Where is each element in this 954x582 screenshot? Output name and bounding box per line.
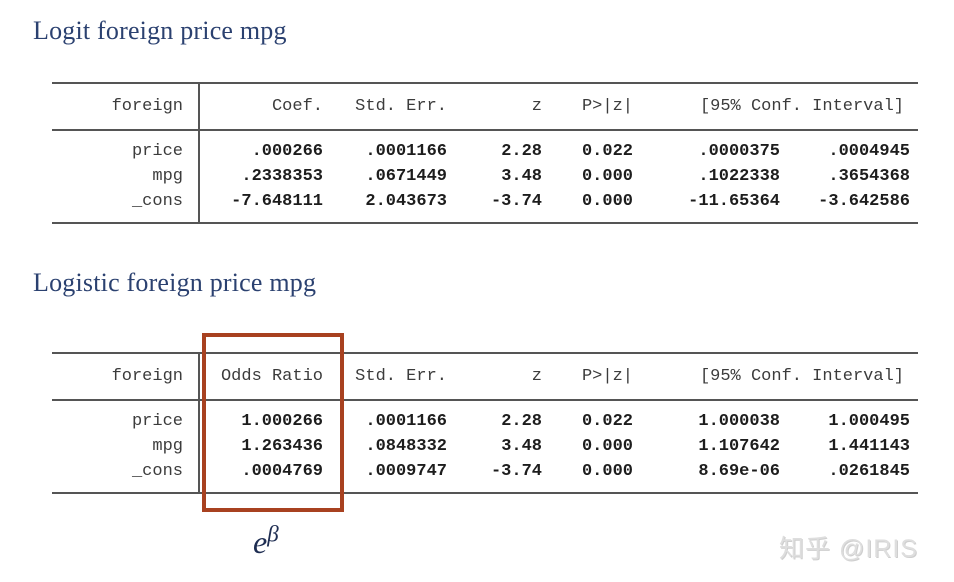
stderr-value: .0671449 [365, 167, 447, 186]
logistic-table: foreign Odds Ratio Std. Err. z P>|z| [95… [52, 352, 918, 494]
column-header-odds-ratio: Odds Ratio [220, 367, 323, 386]
coef-value: .2338353 [241, 167, 323, 186]
ci-high-value: .3654368 [828, 167, 910, 186]
table-row: mpg .2338353 .0671449 3.48 0.000 .102233… [52, 164, 918, 189]
z-value: -3.74 [490, 462, 542, 481]
p-value: 0.022 [581, 412, 633, 431]
column-header-stderr: Std. Err. [355, 97, 447, 116]
column-header-p: P>|z| [581, 97, 633, 116]
table-bottom-rule [52, 492, 918, 494]
table-row: price 1.000266 .0001166 2.28 0.022 1.000… [52, 409, 918, 434]
table-mid-rule [52, 129, 918, 131]
z-value: 2.28 [501, 412, 542, 431]
table-header-row: foreign Odds Ratio Std. Err. z P>|z| [95… [52, 354, 918, 399]
ci-high-value: -3.642586 [818, 192, 910, 211]
ci-low-value: .0000375 [698, 142, 780, 161]
table-row: mpg 1.263436 .0848332 3.48 0.000 1.10764… [52, 434, 918, 459]
logit-table: foreign Coef. Std. Err. z P>|z| [95% Con… [52, 82, 918, 224]
formula-exponent: β [267, 521, 279, 547]
column-header-z: z [531, 97, 542, 116]
table-body: price 1.000266 .0001166 2.28 0.022 1.000… [52, 401, 918, 492]
column-header-foreign: foreign [111, 367, 183, 386]
row-label: mpg [152, 167, 183, 186]
ci-high-value: .0261845 [828, 462, 910, 481]
stderr-value: .0001166 [365, 142, 447, 161]
table-vertical-divider [198, 354, 200, 492]
z-value: 3.48 [501, 167, 542, 186]
ci-low-value: .1022338 [698, 167, 780, 186]
column-header-p: P>|z| [581, 367, 633, 386]
z-value: 2.28 [501, 142, 542, 161]
column-header-stderr: Std. Err. [355, 367, 447, 386]
row-label: price [131, 412, 183, 431]
odds-ratio-value: 1.263436 [241, 437, 323, 456]
table-mid-rule [52, 399, 918, 401]
table-top-rule [52, 82, 918, 84]
stderr-value: .0009747 [365, 462, 447, 481]
ci-low-value: 1.107642 [698, 437, 780, 456]
table-bottom-rule [52, 222, 918, 224]
odds-ratio-value: 1.000266 [241, 412, 323, 431]
p-value: 0.000 [581, 462, 633, 481]
table-row: _cons .0004769 .0009747 -3.74 0.000 8.69… [52, 459, 918, 484]
column-header-z: z [531, 367, 542, 386]
column-header-ci: [95% Conf. Interval] [699, 97, 904, 116]
stderr-value: .0001166 [365, 412, 447, 431]
e-beta-formula: eβ [253, 521, 279, 561]
logit-title: Logit foreign price mpg [33, 16, 287, 45]
table-body: price .000266 .0001166 2.28 0.022 .00003… [52, 131, 918, 222]
z-value: 3.48 [501, 437, 542, 456]
table-top-rule [52, 352, 918, 354]
coef-value: -7.648111 [231, 192, 323, 211]
coef-value: .000266 [251, 142, 323, 161]
p-value: 0.000 [581, 167, 633, 186]
odds-ratio-value: .0004769 [241, 462, 323, 481]
p-value: 0.000 [581, 192, 633, 211]
ci-high-value: .0004945 [828, 142, 910, 161]
formula-base: e [253, 524, 268, 560]
row-label: _cons [131, 192, 183, 211]
ci-low-value: -11.65364 [688, 192, 780, 211]
stderr-value: .0848332 [365, 437, 447, 456]
ci-high-value: 1.000495 [828, 412, 910, 431]
row-label: _cons [131, 462, 183, 481]
p-value: 0.022 [581, 142, 633, 161]
zhihu-watermark: 知乎 @IRIS [779, 535, 918, 563]
table-header-row: foreign Coef. Std. Err. z P>|z| [95% Con… [52, 84, 918, 129]
row-label: price [131, 142, 183, 161]
stderr-value: 2.043673 [365, 192, 447, 211]
column-header-coef: Coef. [271, 97, 323, 116]
z-value: -3.74 [490, 192, 542, 211]
column-header-ci: [95% Conf. Interval] [699, 367, 904, 386]
row-label: mpg [152, 437, 183, 456]
ci-low-value: 1.000038 [698, 412, 780, 431]
column-header-foreign: foreign [111, 97, 183, 116]
ci-high-value: 1.441143 [828, 437, 910, 456]
odds-ratio-highlight-box [202, 333, 344, 512]
table-row: price .000266 .0001166 2.28 0.022 .00003… [52, 139, 918, 164]
table-row: _cons -7.648111 2.043673 -3.74 0.000 -11… [52, 189, 918, 214]
p-value: 0.000 [581, 437, 633, 456]
ci-low-value: 8.69e-06 [698, 462, 780, 481]
logistic-title: Logistic foreign price mpg [33, 268, 317, 297]
table-vertical-divider [198, 84, 200, 222]
